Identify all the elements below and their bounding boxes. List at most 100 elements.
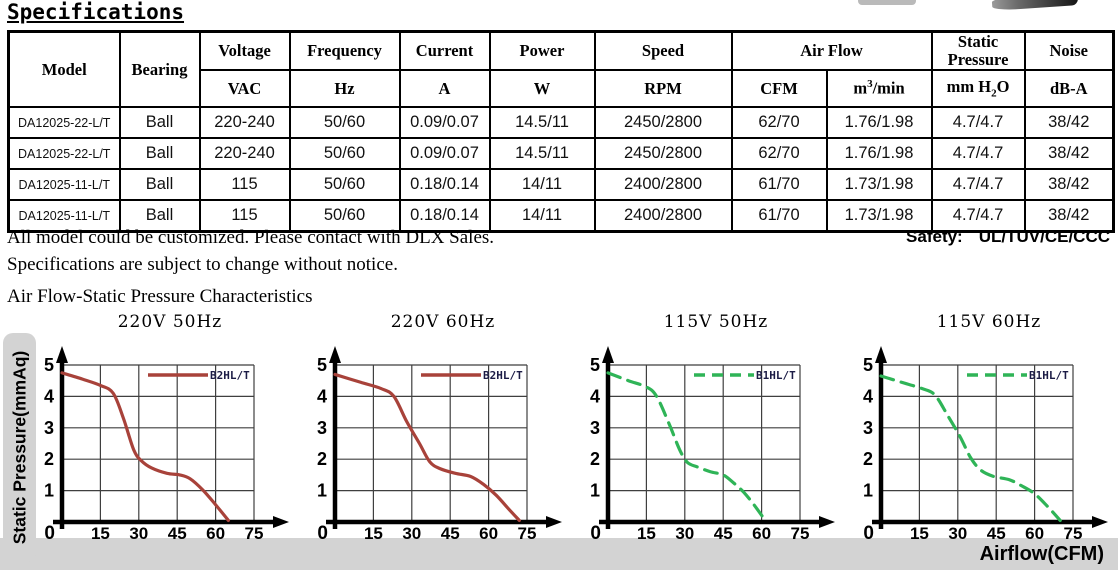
safety-value: UL/TUV/CE/CCC (978, 227, 1110, 246)
curve-b1hl-t (606, 371, 766, 521)
table-cell: 115 (198, 199, 291, 233)
chart-115v-60hz: 115V 60Hz 1 2 3 4 5 0 15 30 45 60 75 B1HL/T (849, 312, 1118, 560)
table-row: DA12025-22-L/T Ball 220-240 50/60 0.09/0.07 1… (7, 106, 1115, 139)
note-subject-to-change: Specifications are subject to change wit… (7, 254, 398, 275)
tick-label: 45 (168, 524, 187, 543)
table-cell: 61/70 (730, 168, 828, 201)
unit-vac: VAC (198, 69, 291, 108)
tick-label: 3 (590, 418, 600, 438)
table-cell: Ball (118, 137, 201, 170)
table-cell: 2450/2800 (593, 106, 733, 139)
table-cell: 50/60 (288, 137, 401, 170)
tick-label: 30 (129, 524, 148, 543)
table-cell: 1.73/1.98 (825, 199, 933, 233)
col-header-static-pressure: Static Pressure (930, 30, 1026, 71)
table-cell: 220-240 (198, 137, 291, 170)
tick-label: 45 (714, 524, 733, 543)
chart-115v-50hz: 115V 50Hz 1 2 3 4 5 0 15 30 45 60 75 B1HL/T (576, 312, 856, 560)
tick-label: 3 (44, 418, 54, 438)
table-cell: 2400/2800 (593, 168, 733, 201)
table-cell: 38/42 (1023, 137, 1115, 170)
table-cell: 62/70 (730, 137, 828, 170)
col-header-noise: Noise (1023, 30, 1115, 71)
col-header-voltage: Voltage (198, 30, 291, 71)
tick-label: 60 (206, 524, 225, 543)
static-pressure-line1: Static (957, 32, 999, 51)
table-row: DA12025-22-L/T Ball 220-240 50/60 0.09/0.07 1… (7, 137, 1115, 170)
tick-label: 1 (44, 481, 54, 501)
page-title: Specifications (7, 0, 185, 24)
tick-label: 30 (675, 524, 694, 543)
note-customized: All model could be customized. Please co… (7, 227, 495, 248)
tick-label: 4 (590, 386, 600, 406)
tick-label: 45 (441, 524, 460, 543)
tick-label: 1 (317, 481, 327, 501)
table-cell: 0.09/0.07 (398, 137, 491, 170)
tick-label: 60 (479, 524, 498, 543)
chart-title: 115V 60Hz (936, 312, 1042, 332)
tick-label: 4 (317, 386, 327, 406)
table-cell: 4.7/4.7 (930, 199, 1026, 233)
legend-label: B1HL/T (1029, 369, 1069, 382)
mmh2o-post: O (996, 77, 1010, 97)
chart-title: 220V 60Hz (390, 312, 496, 332)
x-axis-label: Airflow(CFM) (979, 542, 1104, 565)
tick-label: 75 (245, 524, 264, 543)
tick-label: 5 (44, 355, 54, 375)
chart-220v-50hz: 220V 50Hz 1 2 3 4 5 0 15 30 45 60 75 B2HL/T (30, 312, 310, 560)
safety-certifications: Safety: UL/TUV/CE/CCC (906, 227, 1110, 247)
curve-b2hl-t (333, 372, 521, 523)
table-cell: DA12025-11-L/T (7, 168, 121, 201)
curve-b2hl-t (60, 371, 230, 523)
legend-label: B2HL/T (210, 369, 250, 382)
tick-label: 2 (863, 449, 873, 469)
chart-220v-60hz: 220V 60Hz 1 2 3 4 5 0 15 30 45 60 75 B2HL/T (303, 312, 583, 560)
legend-label: B1HL/T (756, 369, 796, 382)
tick-label: 2 (44, 449, 54, 469)
table-cell: 50/60 (288, 199, 401, 233)
table-cell: 115 (198, 168, 291, 201)
unit-dba: dB-A (1023, 69, 1115, 108)
col-header-bearing: Bearing (118, 30, 201, 108)
tick-label: 0 (590, 523, 601, 544)
table-cell: Ball (118, 199, 201, 233)
table-row: DA12025-11-L/T Ball 115 50/60 0.18/0.14 14/11… (7, 168, 1115, 201)
table-cell: 38/42 (1023, 199, 1115, 233)
mmh2o-sub: 2 (991, 87, 997, 100)
mmh2o-pre: mm H (946, 77, 992, 97)
unit-rpm: RPM (593, 69, 733, 108)
spec-table-body: DA12025-22-L/T Ball 220-240 50/60 0.09/0.07 1… (7, 106, 1115, 233)
table-cell: 4.7/4.7 (930, 137, 1026, 170)
tick-label: 3 (863, 418, 873, 438)
tick-label: 0 (317, 523, 328, 544)
y-axis-arrow-icon (875, 346, 887, 363)
specifications-table: Model Bearing Voltage Frequency Current … (7, 30, 1116, 233)
unit-w: W (488, 69, 596, 108)
table-cell: 1.76/1.98 (825, 137, 933, 170)
tick-label: 1 (590, 481, 600, 501)
tick-label: 5 (590, 355, 600, 375)
y-axis-arrow-icon (56, 346, 68, 363)
col-header-current: Current (398, 30, 491, 71)
table-cell: 1.76/1.98 (825, 106, 933, 139)
table-cell: Ball (118, 168, 201, 201)
table-cell: 0.18/0.14 (398, 199, 491, 233)
m3-base: m (853, 78, 868, 98)
tick-label: 2 (590, 449, 600, 469)
table-cell: 2450/2800 (593, 137, 733, 170)
tick-label: 15 (910, 524, 929, 543)
unit-cfm: CFM (730, 69, 828, 108)
y-axis-label: Static Pressure(mmAq) (9, 350, 30, 545)
unit-m3min: m3/min (825, 69, 933, 108)
table-cell: Ball (118, 106, 201, 139)
tick-label: 4 (44, 386, 54, 406)
tick-label: 15 (637, 524, 656, 543)
y-axis-label-strip: Static Pressure(mmAq) (3, 333, 36, 562)
tick-label: 60 (752, 524, 771, 543)
tick-label: 1 (863, 481, 873, 501)
m3-sup: 3 (867, 78, 873, 91)
chart-title: 115V 50Hz (663, 312, 769, 332)
